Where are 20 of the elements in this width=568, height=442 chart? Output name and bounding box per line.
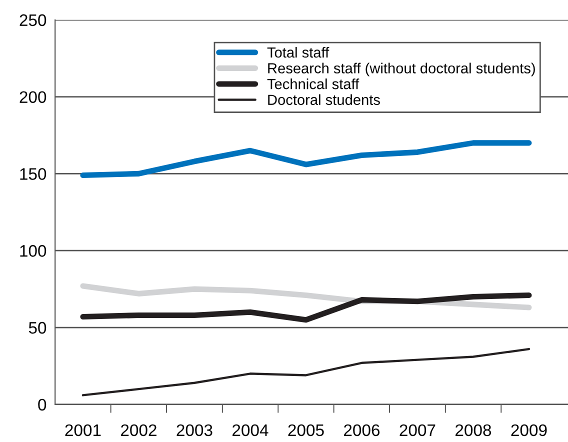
y-tick-label: 100: [20, 245, 46, 257]
y-tick-label: 50: [28, 322, 46, 334]
x-tick-label: 2002: [121, 424, 156, 436]
x-tick-label: 2008: [456, 424, 492, 436]
line-series: [82, 348, 530, 396]
x-tick-label: 2007: [400, 424, 436, 436]
x-tick-label: 2003: [176, 424, 212, 436]
y-tick-label: 250: [20, 14, 46, 26]
x-tick-label: 2004: [232, 424, 268, 436]
legend-label: Technical staff: [267, 78, 360, 90]
y-tick-label: 150: [20, 168, 46, 180]
legend-label: Research staff (without doctoral students): [268, 62, 535, 76]
y-tick-label: 0: [38, 398, 46, 411]
x-tick-label: 2001: [65, 424, 101, 436]
x-tick-label: 2006: [344, 424, 380, 436]
legend-label: Total staff: [267, 46, 330, 58]
legend-label: Doctoral students: [268, 94, 380, 105]
x-tick-label: 2005: [288, 424, 324, 436]
y-tick-label: 200: [20, 91, 46, 103]
x-tick-label: 2009: [511, 424, 547, 436]
